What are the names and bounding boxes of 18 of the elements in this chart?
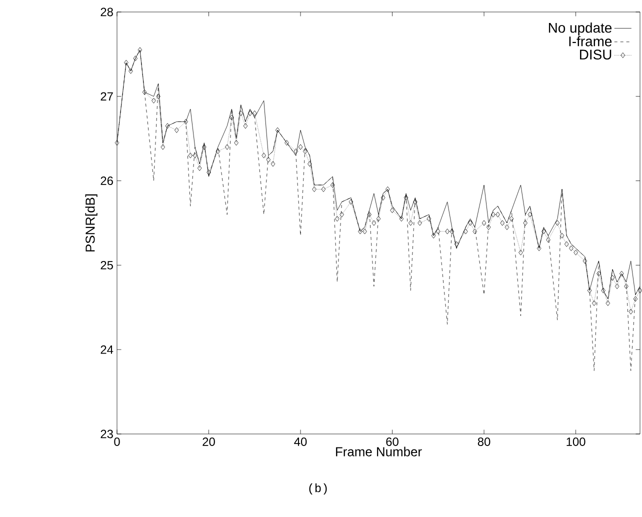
x-tick-label: 100	[566, 438, 586, 446]
x-tick-label: 0	[114, 438, 120, 446]
y-axis-title: PSNR[dB]	[85, 194, 98, 252]
y-tick-label: 26	[100, 176, 113, 186]
legend-label: DISU	[580, 50, 612, 60]
x-axis-title: Frame Number	[336, 446, 422, 456]
y-tick-label: 23	[100, 430, 113, 438]
x-tick-label: 40	[294, 438, 307, 446]
y-tick-label: 24	[100, 345, 114, 354]
x-tick-label: 80	[478, 438, 490, 446]
y-tick-label: 27	[100, 92, 113, 101]
y-tick-label: 28	[100, 8, 113, 16]
legend-label: I-frame	[569, 36, 612, 46]
text: (b)	[309, 483, 327, 495]
x-tick-label: 20	[202, 438, 215, 446]
x-tick-label: 60	[386, 438, 398, 446]
y-tick-label: 25	[100, 260, 113, 270]
legend-label: No update	[548, 22, 612, 36]
